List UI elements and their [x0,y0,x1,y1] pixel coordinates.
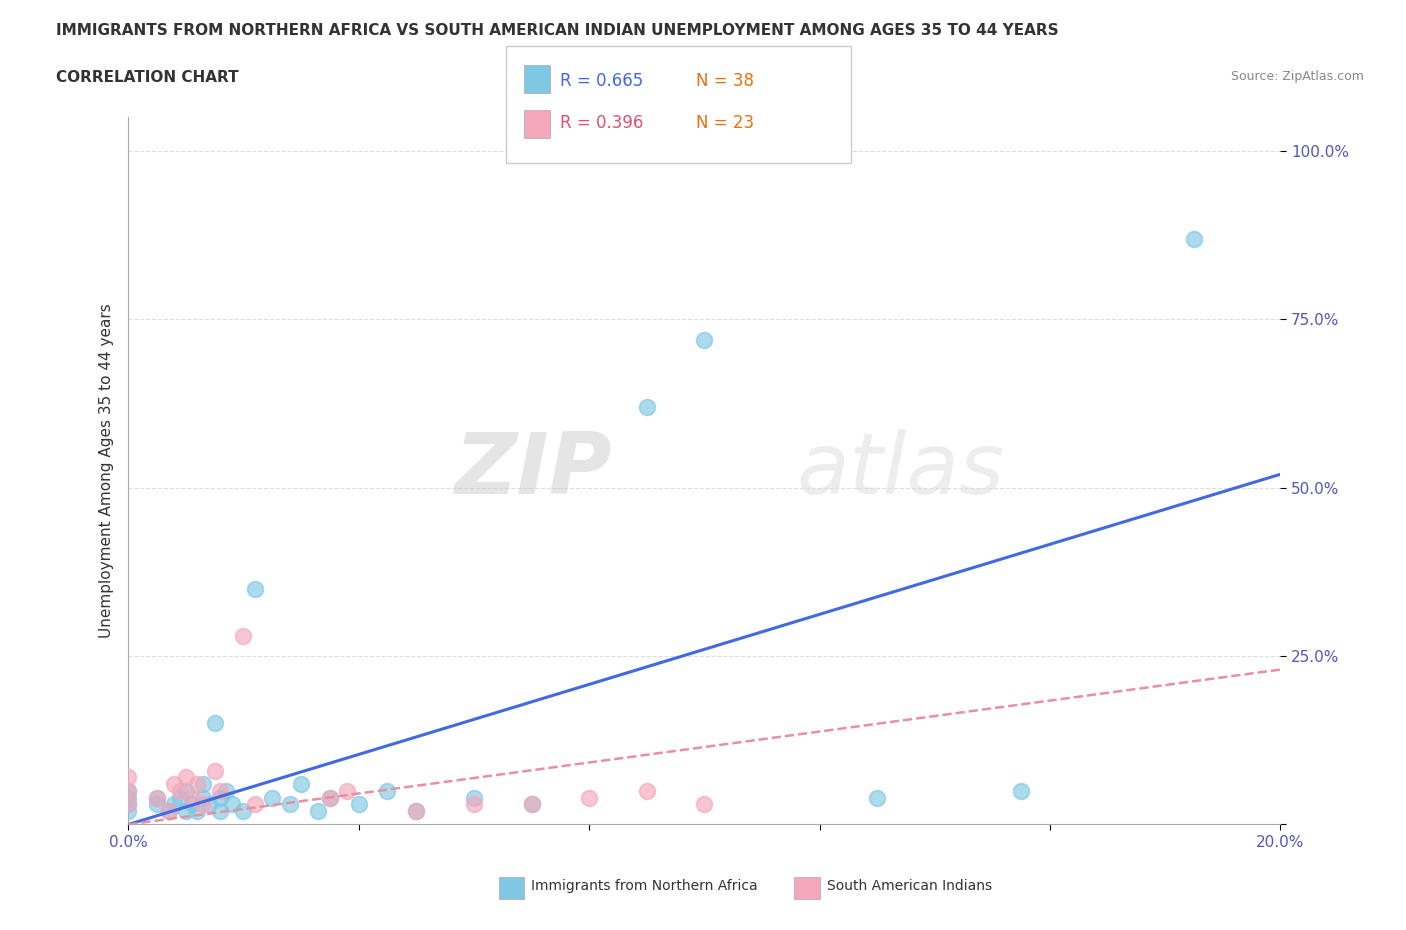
Point [117,783,139,798]
Point [319,790,342,805]
Point [319,790,342,805]
Point [243,581,266,596]
Point [191,797,214,812]
Point [117,797,139,812]
Text: Immigrants from Northern Africa: Immigrants from Northern Africa [531,879,758,894]
Point [1010,783,1032,798]
Point [221,797,243,812]
Point [209,804,232,818]
Point [180,790,202,805]
Point [191,777,214,791]
Text: CORRELATION CHART: CORRELATION CHART [56,70,239,85]
Point [1182,231,1205,246]
Point [636,400,658,415]
Point [209,783,232,798]
Point [174,804,197,818]
Point [405,804,427,818]
Text: ZIP: ZIP [454,430,612,512]
Text: IMMIGRANTS FROM NORTHERN AFRICA VS SOUTH AMERICAN INDIAN UNEMPLOYMENT AMONG AGES: IMMIGRANTS FROM NORTHERN AFRICA VS SOUTH… [56,23,1059,38]
Point [243,797,266,812]
Point [169,790,191,805]
Point [174,783,197,798]
Point [262,790,284,805]
Point [290,777,312,791]
Point [117,783,139,798]
Text: South American Indians: South American Indians [827,879,991,894]
Text: atlas: atlas [796,430,1004,512]
Point [232,804,254,818]
Point [307,804,329,818]
Point [209,790,232,805]
Point [463,790,485,805]
Point [405,804,427,818]
Point [693,797,716,812]
Text: N = 38: N = 38 [696,72,754,89]
Point [117,770,139,785]
Point [186,777,208,791]
Point [174,770,197,785]
Point [204,716,226,731]
Point [232,629,254,644]
Point [278,797,301,812]
Point [117,797,139,812]
Text: Source: ZipAtlas.com: Source: ZipAtlas.com [1230,70,1364,83]
Point [198,797,221,812]
Point [578,790,600,805]
Point [377,783,399,798]
Point [117,804,139,818]
Point [347,797,370,812]
Point [157,804,180,818]
Point [191,790,214,805]
Point [146,790,169,805]
Point [146,790,169,805]
Point [163,797,186,812]
Point [215,783,238,798]
Point [866,790,889,805]
Point [186,804,208,818]
Point [463,797,485,812]
Text: N = 23: N = 23 [696,114,754,132]
Point [520,797,543,812]
Point [169,783,191,798]
Point [117,790,139,805]
Point [636,783,658,798]
Point [180,797,202,812]
Point [520,797,543,812]
Text: R = 0.665: R = 0.665 [560,72,643,89]
Point [146,797,169,812]
Point [204,764,226,778]
Text: R = 0.396: R = 0.396 [560,114,643,132]
Point [336,783,359,798]
Point [693,332,716,347]
Point [163,777,186,791]
Point [157,804,180,818]
Y-axis label: Unemployment Among Ages 35 to 44 years: Unemployment Among Ages 35 to 44 years [100,303,114,638]
